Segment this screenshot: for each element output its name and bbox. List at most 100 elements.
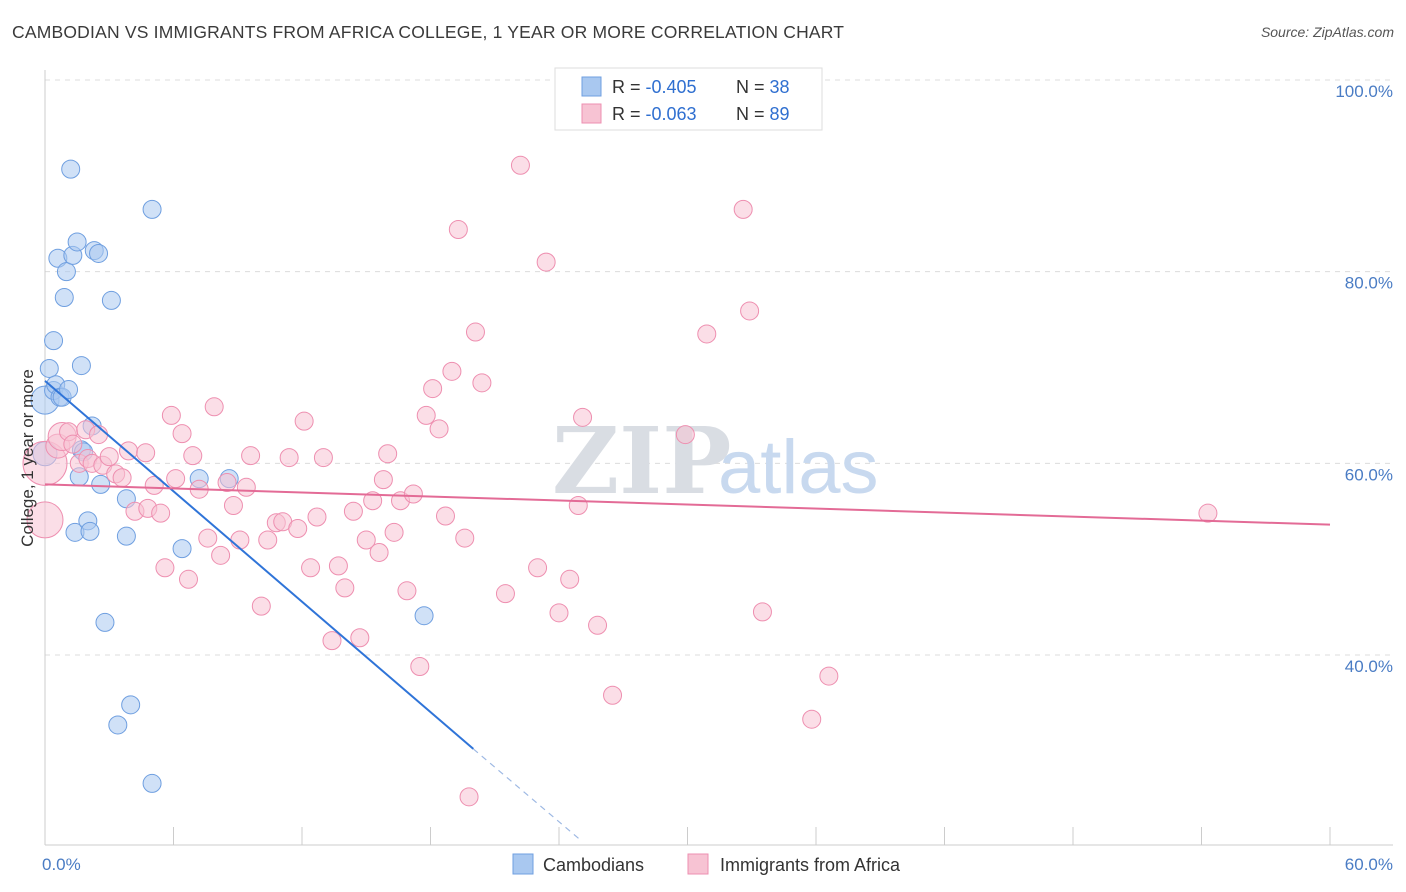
africa-point-34 bbox=[241, 446, 261, 466]
africa-point-71 bbox=[510, 155, 530, 175]
africa-point-29 bbox=[211, 545, 231, 565]
africa-point-50 bbox=[356, 530, 376, 550]
cambodians-point-12 bbox=[61, 159, 81, 179]
cambodians-point-15 bbox=[67, 232, 87, 252]
africa-point-18 bbox=[144, 475, 164, 495]
y-tick-label-2: 60.0% bbox=[1345, 465, 1393, 484]
cambodians-point-30 bbox=[121, 695, 141, 715]
africa-point-24 bbox=[178, 569, 198, 589]
cambodians-point-9 bbox=[54, 288, 74, 308]
legend-r-value-cambodians: -0.405 bbox=[646, 77, 697, 97]
africa-point-84 bbox=[752, 602, 772, 622]
africa-point-86 bbox=[819, 666, 839, 686]
cambodians-point-25 bbox=[91, 474, 111, 494]
y-tick-label-0: 100.0% bbox=[1335, 82, 1393, 101]
africa-point-60 bbox=[416, 405, 436, 425]
bottom-legend-label-africa: Immigrants from Africa bbox=[720, 855, 901, 875]
africa-point-11 bbox=[99, 447, 119, 467]
grid-lines bbox=[45, 79, 1393, 656]
africa-point-40 bbox=[288, 519, 308, 538]
africa-point-58 bbox=[403, 484, 423, 504]
africa-point-28 bbox=[204, 397, 224, 417]
africa-point-85 bbox=[802, 709, 822, 729]
africa-point-87 bbox=[1198, 503, 1218, 523]
cambodians-point-24 bbox=[89, 243, 109, 263]
africa-point-77 bbox=[573, 407, 593, 427]
bottom-legend: Cambodians Immigrants from Africa bbox=[512, 853, 901, 875]
cambodians-trend-line bbox=[44, 380, 474, 750]
legend-swatch-cambodians bbox=[581, 76, 602, 97]
source-label: Source: ZipAtlas.com bbox=[1260, 24, 1394, 40]
cambodians-point-2 bbox=[39, 358, 59, 378]
africa-point-66 bbox=[455, 528, 475, 548]
africa-point-78 bbox=[588, 615, 608, 635]
africa-point-65 bbox=[448, 220, 468, 239]
africa-point-63 bbox=[435, 506, 455, 526]
cambodians-point-4 bbox=[44, 331, 64, 351]
africa-point-59 bbox=[410, 657, 430, 676]
cambodians-trend-extension bbox=[472, 748, 581, 841]
africa-trend-line bbox=[44, 483, 1331, 526]
x-tick-label-1: 60.0% bbox=[1345, 855, 1393, 874]
cambodians-point-37 bbox=[414, 606, 434, 626]
africa-point-22 bbox=[166, 469, 186, 489]
svg-text:N = 38: N = 38 bbox=[736, 77, 790, 97]
africa-point-70 bbox=[495, 584, 515, 604]
africa-point-79 bbox=[603, 685, 623, 705]
africa-point-55 bbox=[384, 522, 404, 542]
africa-point-75 bbox=[560, 569, 580, 589]
africa-point-53 bbox=[373, 470, 393, 490]
africa-point-44 bbox=[313, 448, 333, 468]
africa-point-13 bbox=[112, 468, 132, 488]
africa-point-80 bbox=[675, 425, 695, 445]
bottom-legend-swatch-africa bbox=[687, 853, 709, 875]
africa-point-69 bbox=[472, 373, 492, 393]
africa-point-73 bbox=[536, 252, 556, 272]
svg-text:R = -0.405: R = -0.405 bbox=[612, 77, 697, 97]
cambodians-point-26 bbox=[95, 612, 115, 632]
africa-point-23 bbox=[172, 424, 192, 444]
africa-point-21 bbox=[161, 405, 181, 425]
africa-point-62 bbox=[429, 419, 449, 439]
cambodians-point-27 bbox=[101, 290, 121, 310]
y-tick-label-1: 80.0% bbox=[1345, 274, 1393, 293]
legend-n-label: N = bbox=[736, 77, 770, 97]
cambodians-point-11 bbox=[59, 380, 79, 400]
africa-point-30 bbox=[217, 473, 237, 492]
africa-point-25 bbox=[183, 446, 203, 466]
legend-n-value-cambodians: 38 bbox=[770, 77, 790, 97]
cambodians-point-33 bbox=[142, 773, 162, 793]
africa-point-82 bbox=[733, 199, 753, 219]
legend-r-value-africa: -0.063 bbox=[646, 104, 697, 124]
africa-point-27 bbox=[198, 528, 218, 548]
africa-point-39 bbox=[279, 448, 299, 468]
cambodians-point-31 bbox=[108, 715, 128, 735]
cambodians-point-29 bbox=[116, 526, 136, 546]
africa-point-20 bbox=[155, 558, 175, 578]
africa-point-31 bbox=[223, 496, 243, 515]
svg-text:R = -0.063: R = -0.063 bbox=[612, 104, 697, 124]
africa-point-81 bbox=[697, 324, 717, 344]
x-tick-label-0: 0.0% bbox=[42, 855, 81, 874]
y-axis-label: College, 1 year or more bbox=[18, 369, 37, 547]
africa-point-46 bbox=[328, 556, 348, 576]
africa-point-41 bbox=[294, 411, 314, 431]
legend-r-label: R = bbox=[612, 77, 646, 97]
africa-point-52 bbox=[369, 542, 389, 562]
legend-n-label: N = bbox=[736, 104, 770, 124]
africa-point-57 bbox=[397, 581, 417, 601]
y-tick-labels: 100.0% 80.0% 60.0% 40.0% bbox=[1335, 82, 1393, 676]
africa-point-51 bbox=[363, 491, 383, 511]
africa-point-76 bbox=[568, 496, 588, 515]
cambodians-point-18 bbox=[71, 356, 91, 376]
cambodians-point-21 bbox=[80, 521, 100, 541]
africa-point-68 bbox=[465, 322, 485, 342]
africa-point-54 bbox=[378, 444, 398, 464]
watermark-atlas: atlas bbox=[718, 425, 879, 510]
africa-point-74 bbox=[549, 603, 569, 623]
cambodians-point-32 bbox=[142, 199, 162, 219]
africa-point-83 bbox=[740, 301, 760, 321]
legend-n-value-africa: 89 bbox=[770, 104, 790, 124]
cambodians-point-34 bbox=[172, 539, 192, 559]
